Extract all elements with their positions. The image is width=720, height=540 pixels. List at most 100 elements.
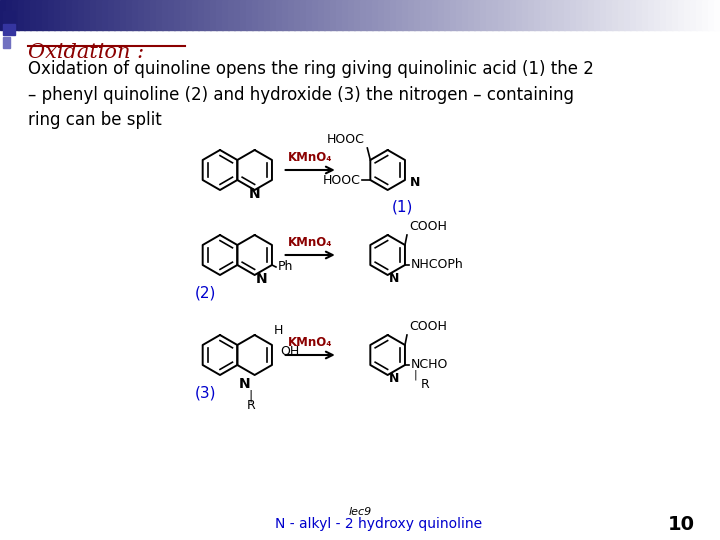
Bar	[684, 0, 691, 30]
Bar	[12, 0, 19, 30]
Bar	[78, 0, 85, 30]
Bar	[618, 0, 625, 30]
Bar	[102, 0, 109, 30]
Bar	[384, 0, 391, 30]
Bar	[3, 24, 15, 35]
Bar	[48, 0, 55, 30]
Text: R: R	[421, 378, 430, 391]
Bar	[342, 0, 349, 30]
Text: (1): (1)	[392, 200, 413, 215]
Bar	[522, 0, 529, 30]
Bar	[690, 0, 697, 30]
Bar	[678, 0, 685, 30]
Bar	[528, 0, 535, 30]
Text: HOOC: HOOC	[326, 133, 364, 146]
Bar	[198, 0, 205, 30]
Bar	[474, 0, 481, 30]
Text: N: N	[389, 373, 399, 386]
Bar	[660, 0, 667, 30]
Bar	[594, 0, 601, 30]
Bar	[36, 0, 43, 30]
Bar	[192, 0, 199, 30]
Bar	[534, 0, 541, 30]
Bar	[498, 0, 505, 30]
Bar	[3, 37, 10, 48]
Bar	[714, 0, 720, 30]
Bar	[24, 0, 31, 30]
Bar	[648, 0, 655, 30]
Text: OH: OH	[280, 345, 300, 358]
Bar	[120, 0, 127, 30]
Bar	[438, 0, 445, 30]
Bar	[288, 0, 295, 30]
Text: KMnO₄: KMnO₄	[288, 151, 333, 164]
Bar	[168, 0, 175, 30]
Bar	[672, 0, 679, 30]
Bar	[612, 0, 619, 30]
Bar	[456, 0, 463, 30]
Bar	[90, 0, 97, 30]
Bar	[492, 0, 499, 30]
Bar	[126, 0, 133, 30]
Bar	[108, 0, 115, 30]
Bar	[516, 0, 523, 30]
Text: (3): (3)	[194, 385, 216, 400]
Bar	[696, 0, 703, 30]
Bar	[150, 0, 157, 30]
Bar	[144, 0, 151, 30]
Bar	[60, 0, 67, 30]
Bar	[654, 0, 661, 30]
Bar	[204, 0, 211, 30]
Bar	[216, 0, 223, 30]
Bar	[66, 0, 73, 30]
Text: N: N	[239, 377, 251, 391]
Bar	[348, 0, 355, 30]
Bar	[282, 0, 289, 30]
Bar	[240, 0, 247, 30]
Text: N: N	[389, 273, 399, 286]
Bar	[186, 0, 193, 30]
Bar	[306, 0, 313, 30]
Text: NCHO: NCHO	[411, 359, 449, 372]
Bar	[6, 0, 13, 30]
Bar	[180, 0, 187, 30]
Bar	[210, 0, 217, 30]
Text: Ph: Ph	[278, 260, 293, 273]
Bar	[258, 0, 265, 30]
Bar	[444, 0, 451, 30]
Bar	[234, 0, 241, 30]
Bar	[114, 0, 121, 30]
Bar	[414, 0, 421, 30]
Bar	[132, 0, 139, 30]
Text: N - alkyl - 2 hydroxy quinoline: N - alkyl - 2 hydroxy quinoline	[275, 517, 482, 531]
Text: KMnO₄: KMnO₄	[288, 336, 333, 349]
Bar	[426, 0, 433, 30]
Bar	[3, 11, 15, 22]
Bar	[702, 0, 709, 30]
Bar	[360, 0, 367, 30]
Bar	[378, 0, 385, 30]
Text: H: H	[274, 324, 284, 337]
Bar	[552, 0, 559, 30]
Bar	[606, 0, 613, 30]
Bar	[42, 0, 49, 30]
Text: COOH: COOH	[409, 220, 447, 233]
Bar	[252, 0, 259, 30]
Bar	[564, 0, 571, 30]
Bar	[324, 0, 331, 30]
Bar	[582, 0, 589, 30]
Bar	[396, 0, 403, 30]
Bar	[336, 0, 343, 30]
Bar	[54, 0, 61, 30]
Text: (2): (2)	[194, 285, 216, 300]
Bar	[666, 0, 673, 30]
Text: KMnO₄: KMnO₄	[288, 236, 333, 249]
Bar	[138, 0, 145, 30]
Bar	[462, 0, 469, 30]
Bar	[432, 0, 439, 30]
Bar	[570, 0, 577, 30]
Bar	[366, 0, 373, 30]
Bar	[390, 0, 397, 30]
Bar	[642, 0, 649, 30]
Bar	[450, 0, 457, 30]
